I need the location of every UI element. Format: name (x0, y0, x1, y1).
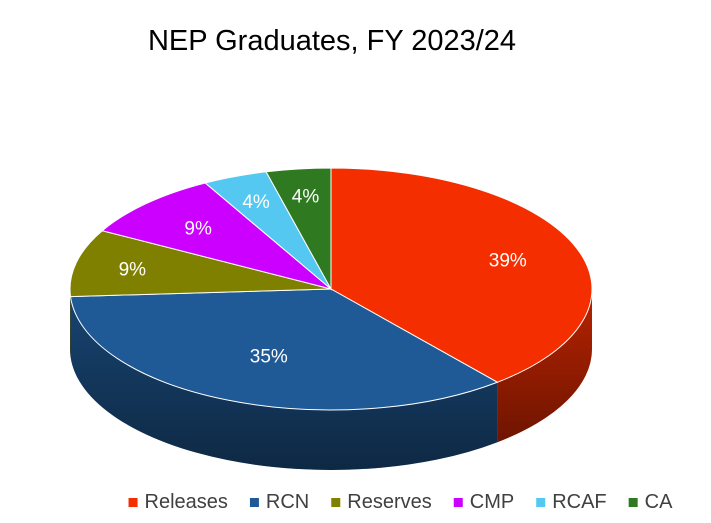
legend-swatch (331, 498, 341, 507)
slice-cmp (101, 182, 332, 290)
chart-title: NEP Graduates, FY 2023/24 (148, 25, 516, 57)
legend-label: CMP (470, 491, 514, 513)
data-label-reserves: 9% (119, 259, 147, 280)
data-label-ca: 4% (292, 186, 320, 207)
legend-label: CA (645, 491, 673, 513)
data-label-rcaf: 4% (242, 192, 270, 213)
pie-sides (70, 289, 592, 470)
side-releases-shade (497, 289, 592, 443)
legend-item-rcaf: RCAF (536, 491, 607, 513)
legend-item-releases: Releases (128, 491, 228, 513)
slice-ca (265, 167, 332, 291)
legend-label: Releases (145, 491, 228, 513)
legend-item-ca: CA (628, 491, 673, 513)
legend-label: RCN (266, 491, 309, 513)
side-rcn-shade (70, 296, 498, 470)
data-label-rcn: 35% (250, 347, 288, 368)
pie-slices (69, 167, 593, 411)
legend-swatch (128, 498, 138, 507)
data-label-releases: 39% (489, 250, 527, 271)
legend-swatch (453, 498, 463, 507)
legend-swatch (536, 498, 546, 507)
legend-item-rcn: RCN (249, 491, 309, 513)
data-label-cmp: 9% (184, 218, 212, 239)
slice-releases (330, 167, 593, 383)
legend-swatch (628, 498, 638, 507)
side-reserves-shade (70, 289, 71, 357)
slice-rcn (69, 288, 499, 411)
legend-label: Reserves (347, 491, 431, 513)
slice-reserves (69, 230, 332, 298)
legend: Releases RCN Reserves CMP RCAF CA (128, 491, 673, 513)
legend-item-reserves: Reserves (331, 491, 432, 513)
legend-label: RCAF (552, 491, 606, 513)
legend-swatch (249, 498, 259, 507)
slice-labels: 39% 35% 9% 9% 4% 4% (119, 186, 527, 367)
legend-item-cmp: CMP (453, 491, 514, 513)
